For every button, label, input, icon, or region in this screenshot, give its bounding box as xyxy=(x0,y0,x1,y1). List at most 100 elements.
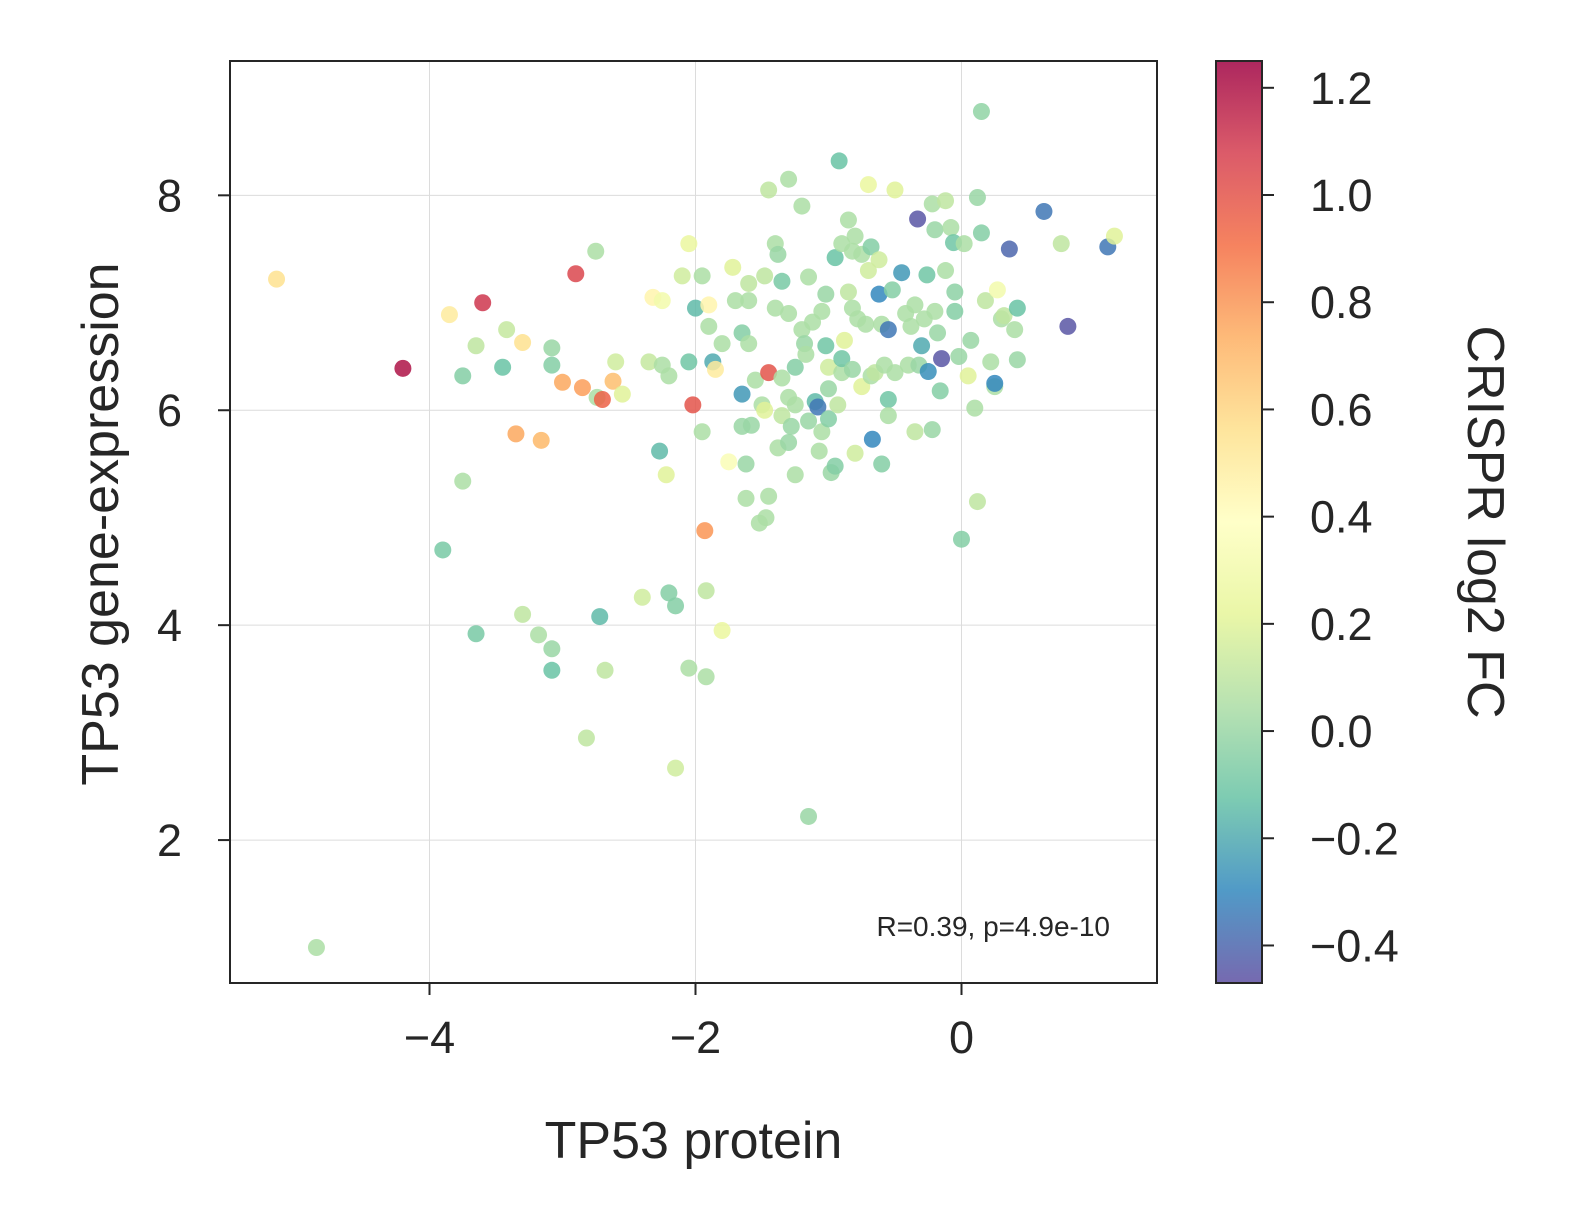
data-point xyxy=(879,390,897,408)
data-point xyxy=(740,335,758,353)
data-point xyxy=(813,302,831,320)
data-point xyxy=(870,251,888,269)
data-point xyxy=(913,337,931,355)
data-point xyxy=(673,267,691,285)
data-point xyxy=(797,345,815,363)
y-axis-label: TP53 gene-expression xyxy=(72,262,130,785)
data-point xyxy=(593,390,611,408)
y-axis-ticks: 2 4 6 8 xyxy=(157,170,230,866)
data-point xyxy=(633,588,651,606)
data-point xyxy=(879,407,897,425)
data-point xyxy=(995,307,1013,325)
data-point xyxy=(883,281,901,299)
data-point xyxy=(780,170,798,188)
data-point xyxy=(1105,227,1123,245)
data-point xyxy=(530,626,548,644)
data-point xyxy=(835,331,853,349)
data-point xyxy=(498,321,516,339)
colorbar-tick-label: 0.0 xyxy=(1310,706,1373,757)
data-point xyxy=(577,729,595,747)
data-point xyxy=(613,385,631,403)
data-point xyxy=(514,334,532,352)
data-point xyxy=(950,348,968,366)
colorbar xyxy=(1215,60,1263,984)
data-point xyxy=(780,305,798,323)
data-point xyxy=(968,188,986,206)
data-point xyxy=(693,423,711,441)
data-point xyxy=(720,453,738,471)
data-point xyxy=(680,353,698,371)
data-point xyxy=(859,262,877,280)
data-point xyxy=(800,412,818,430)
data-point xyxy=(713,622,731,640)
data-point xyxy=(737,455,755,473)
data-point xyxy=(982,353,1000,371)
data-point xyxy=(966,399,984,417)
data-point xyxy=(696,522,714,540)
data-point xyxy=(756,267,774,285)
data-point xyxy=(972,103,990,121)
data-point xyxy=(543,640,561,658)
data-point xyxy=(657,466,675,484)
data-point xyxy=(507,425,525,443)
data-point xyxy=(567,265,585,283)
data-point xyxy=(946,283,964,301)
data-point xyxy=(976,292,994,310)
data-point xyxy=(817,285,835,303)
plot-frame xyxy=(229,60,1158,984)
data-point xyxy=(693,267,711,285)
data-point xyxy=(756,401,774,419)
data-point xyxy=(757,509,775,527)
data-point xyxy=(931,382,949,400)
data-point xyxy=(733,385,751,403)
x-tick-label: 0 xyxy=(949,1012,974,1063)
data-point xyxy=(454,367,472,385)
data-point xyxy=(467,625,485,643)
data-point xyxy=(819,358,837,376)
data-point xyxy=(902,317,920,335)
data-point xyxy=(1035,202,1053,220)
data-point xyxy=(686,299,704,317)
x-tick-label: −4 xyxy=(404,1012,455,1063)
correlation-annotation: R=0.39, p=4.9e-10 xyxy=(876,911,1110,942)
data-point xyxy=(543,356,561,374)
data-point xyxy=(813,423,831,441)
colorbar-tick-label: 0.2 xyxy=(1310,599,1373,650)
data-point xyxy=(955,235,973,253)
data-point xyxy=(667,759,685,777)
data-point xyxy=(926,302,944,320)
data-point xyxy=(1008,351,1026,369)
data-point xyxy=(394,359,412,377)
data-point xyxy=(809,398,827,416)
data-point xyxy=(863,430,881,448)
y-tick-label: 4 xyxy=(157,600,182,651)
x-axis-ticks: −4 −2 0 xyxy=(404,983,974,1063)
data-points xyxy=(268,103,1123,957)
data-point xyxy=(769,245,787,263)
data-point xyxy=(660,367,678,385)
data-point xyxy=(833,350,851,368)
colorbar-label: CRISPR log2 FC xyxy=(1456,326,1514,719)
data-point xyxy=(909,210,927,228)
data-point xyxy=(307,939,325,957)
data-point xyxy=(697,668,715,686)
data-point xyxy=(923,195,941,213)
colorbar-tick-label: 0.8 xyxy=(1310,277,1373,328)
data-point xyxy=(886,364,904,382)
data-point xyxy=(819,380,837,398)
y-tick-label: 6 xyxy=(157,385,182,436)
data-point xyxy=(573,379,591,397)
colorbar-tick-label: −0.4 xyxy=(1310,920,1399,971)
data-point xyxy=(800,807,818,825)
data-point xyxy=(879,321,897,339)
data-point xyxy=(726,292,744,310)
data-point xyxy=(1008,299,1026,317)
data-point xyxy=(532,431,550,449)
data-point xyxy=(929,324,947,342)
data-point xyxy=(684,396,702,414)
data-point xyxy=(514,605,532,623)
data-point xyxy=(918,266,936,284)
data-point xyxy=(651,442,669,460)
data-point xyxy=(740,292,758,310)
